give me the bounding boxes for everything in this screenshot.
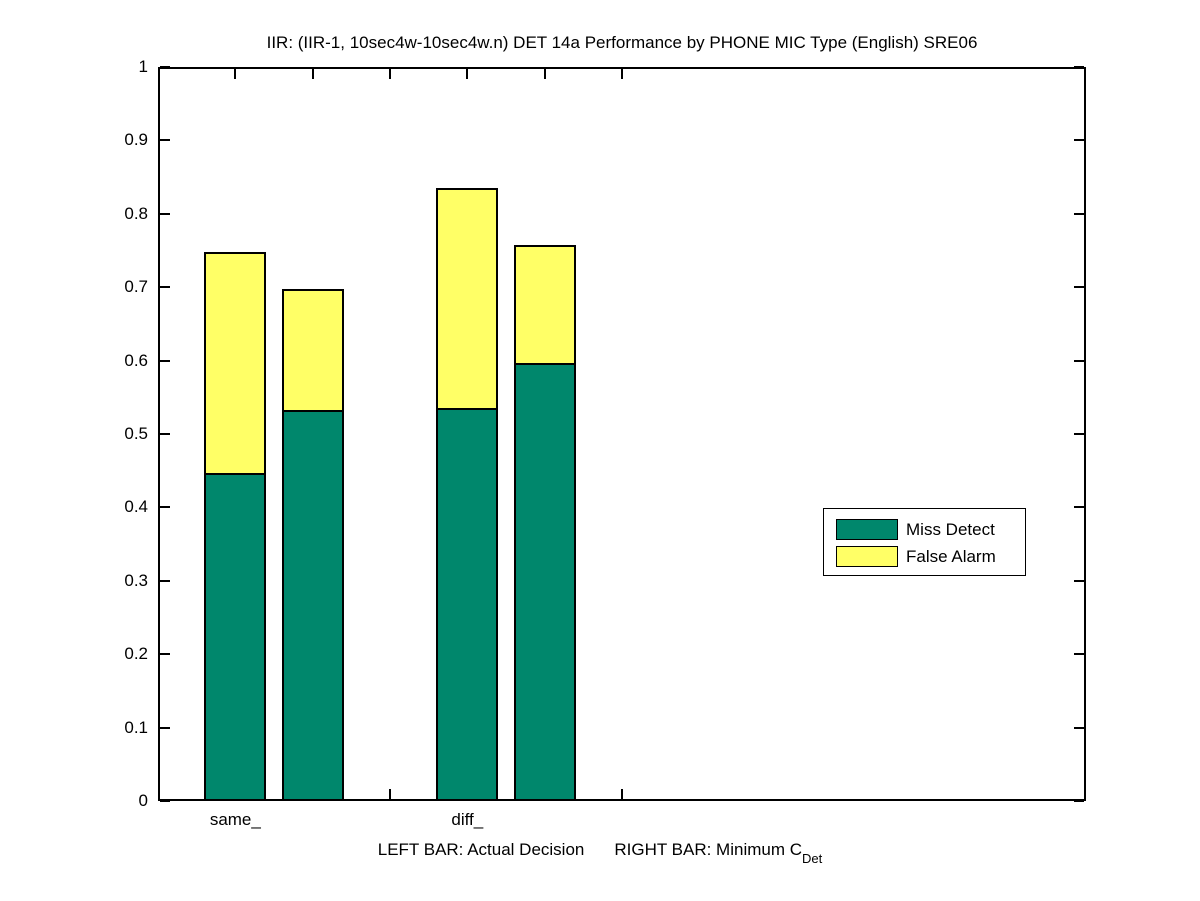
bar-diff-actual-decision-miss-detect-segment xyxy=(438,407,497,799)
bar-diff-minimum-cdet xyxy=(513,244,576,801)
y-axis-tick-right xyxy=(1074,800,1084,802)
y-axis-tick-right xyxy=(1074,286,1084,289)
y-axis-tick-left xyxy=(160,579,170,582)
y-axis-tick-right xyxy=(1074,359,1084,362)
y-tick-label: 0.7 xyxy=(124,277,148,297)
x-axis-tick-top xyxy=(466,69,469,79)
y-axis-tick-left xyxy=(160,286,170,289)
y-tick-label: 0.6 xyxy=(124,350,148,370)
legend-item-miss-detect: Miss Detect xyxy=(836,519,995,540)
x-axis-tick-bottom xyxy=(621,789,623,799)
x-axis-tick-top xyxy=(543,69,546,79)
footnote-subscript: Det xyxy=(802,851,823,867)
y-tick-label: 0 xyxy=(138,791,148,810)
y-axis-tick-left xyxy=(160,66,170,68)
legend-swatch-miss-detect xyxy=(836,519,898,540)
y-tick-label: 0.9 xyxy=(124,130,148,150)
y-axis-tick-right xyxy=(1074,433,1084,435)
legend-label-miss-detect: Miss Detect xyxy=(906,519,995,539)
bar-diff-actual-decision xyxy=(436,188,499,801)
bar-meaning-footnote: LEFT BAR: Actual Decision RIGHT BAR: Mini… xyxy=(0,840,1200,865)
x-axis-tick-top xyxy=(621,69,623,79)
y-axis-tick-left xyxy=(160,433,170,435)
y-tick-label: 0.3 xyxy=(124,570,148,590)
y-axis-tick-right xyxy=(1074,506,1084,509)
legend: Miss Detect False Alarm xyxy=(823,508,1026,576)
bar-same-minimum-cdet-miss-detect-segment xyxy=(283,409,342,799)
y-tick-label: 0.1 xyxy=(124,717,148,737)
x-axis-tick-top xyxy=(234,69,237,79)
legend-label-false-alarm: False Alarm xyxy=(906,546,996,566)
x-axis-tick-top xyxy=(311,69,314,79)
y-axis-tick-left xyxy=(160,506,170,509)
footnote-left-bar-text: LEFT BAR: Actual Decision xyxy=(377,840,585,859)
y-axis-tick-right xyxy=(1074,139,1084,142)
y-axis-tick-right xyxy=(1074,653,1084,656)
x-axis-tick-bottom xyxy=(389,789,391,799)
y-axis-tick-right xyxy=(1074,726,1084,729)
legend-item-false-alarm: False Alarm xyxy=(836,546,996,567)
x-tick-label-diff: diff_ xyxy=(451,810,484,829)
y-tick-label: 0.8 xyxy=(124,203,148,223)
x-tick-label-same: same_ xyxy=(209,810,261,829)
bar-same-actual-decision-miss-detect-segment xyxy=(206,472,265,799)
y-axis-tick-left xyxy=(160,653,170,656)
x-axis-tick-top xyxy=(389,69,391,79)
legend-swatch-false-alarm xyxy=(836,546,898,567)
y-tick-label: 0.4 xyxy=(124,497,148,517)
y-axis-tick-left xyxy=(160,139,170,142)
y-tick-label: 0.2 xyxy=(124,644,148,664)
y-axis-tick-left xyxy=(160,359,170,362)
bar-same-actual-decision xyxy=(204,251,267,801)
chart-title: IIR: (IIR-1, 10sec4w-10sec4w.n) DET 14a … xyxy=(266,33,978,52)
y-axis-tick-left xyxy=(160,726,170,729)
bar-diff-minimum-cdet-miss-detect-segment xyxy=(515,362,574,799)
y-axis-tick-left xyxy=(160,212,170,215)
y-axis-tick-right xyxy=(1074,66,1084,68)
footnote-right-bar-text: RIGHT BAR: Minimum C xyxy=(614,840,803,859)
bar-same-minimum-cdet xyxy=(281,289,344,801)
y-tick-label: 0.5 xyxy=(124,424,148,443)
y-axis-tick-left xyxy=(160,800,170,802)
y-tick-label: 1 xyxy=(138,57,148,76)
y-axis-tick-right xyxy=(1074,212,1084,215)
y-axis-tick-right xyxy=(1074,579,1084,582)
